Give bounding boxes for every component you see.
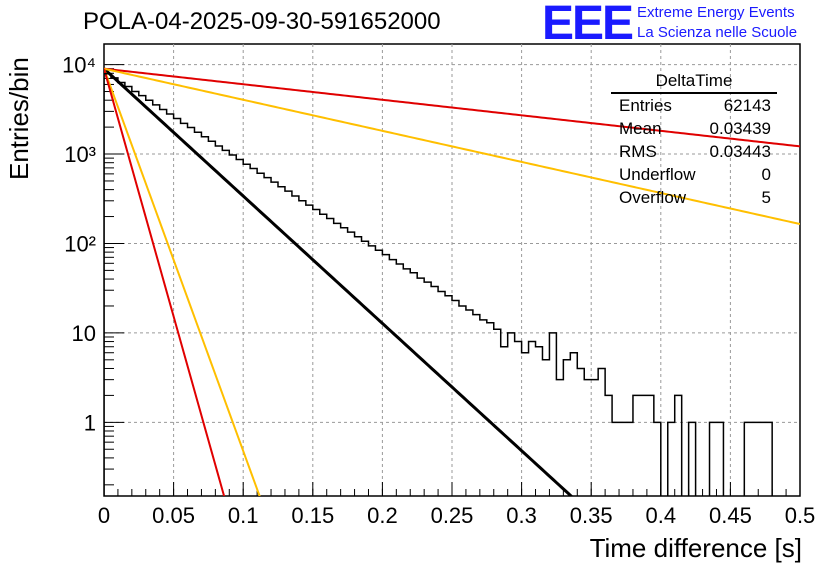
- stats-box: DeltaTime Entries 62143 Mean 0.03439 RMS 0.…: [611, 70, 777, 209]
- chart-title: POLA-04-2025-09-30-591652000: [83, 8, 441, 35]
- x-tick-label: 0.4: [646, 503, 677, 528]
- stats-label: Mean: [619, 119, 662, 138]
- stats-value: 5: [761, 188, 771, 207]
- y-tick-label: 10³: [64, 142, 96, 167]
- x-tick-label: 0.05: [152, 503, 195, 528]
- curve-fit: [104, 67, 574, 496]
- stats-row-entries: Entries 62143: [611, 94, 777, 117]
- stats-value: 0.03443: [709, 142, 771, 161]
- y-ticks: 1 10 10² 10³ 10⁴: [62, 53, 124, 486]
- histogram-layer: [104, 73, 773, 496]
- stats-row-underflow: Underflow 0: [611, 163, 777, 186]
- x-tick-label: 0.25: [431, 503, 474, 528]
- curve-red-fast: [104, 68, 226, 496]
- x-tick-label: 0.35: [570, 503, 613, 528]
- stats-label: Overflow: [619, 188, 687, 207]
- x-axis-title: Time difference [s]: [589, 533, 802, 563]
- y-tick-label: 10⁴: [62, 53, 96, 78]
- eee-logo: EEE: [542, 0, 634, 50]
- logo-subtitle-2: La Scienza nelle Scuole: [637, 24, 798, 41]
- x-tick-label: 0.45: [709, 503, 752, 528]
- stats-row-rms: RMS 0.03443: [611, 140, 777, 163]
- x-tick-label: 0.3: [506, 503, 537, 528]
- stats-value: 0: [761, 165, 771, 184]
- logo-subtitle-1: Extreme Energy Events: [637, 4, 795, 21]
- x-ticks: 0 0.05 0.1 0.15 0.2 0.25 0.3 0.35 0.4 0.45 0.5: [98, 482, 815, 528]
- y-tick-label: 10: [72, 321, 96, 346]
- x-tick-label: 0.15: [291, 503, 334, 528]
- stats-value: 62143: [723, 96, 771, 115]
- x-tick-label: 0.2: [367, 503, 398, 528]
- y-tick-label: 10²: [64, 231, 96, 256]
- x-tick-label: 0.1: [228, 503, 259, 528]
- stats-label: Entries: [619, 96, 672, 115]
- stats-value: 0.03439: [709, 119, 771, 138]
- stats-label: RMS: [619, 142, 657, 161]
- stats-label: Underflow: [619, 165, 696, 184]
- curve-orange-fast: [104, 68, 261, 496]
- stats-title: DeltaTime: [611, 70, 777, 94]
- plot-area: [104, 67, 800, 496]
- stats-row-mean: Mean 0.03439: [611, 117, 777, 140]
- x-tick-label: 0.5: [785, 503, 816, 528]
- grid-lines: [104, 44, 800, 496]
- x-tick-label: 0: [98, 503, 110, 528]
- histogram-outline: [104, 73, 773, 496]
- y-tick-label: 1: [84, 410, 96, 435]
- stats-row-overflow: Overflow 5: [611, 186, 777, 209]
- curve-orange-slow: [104, 67, 800, 226]
- curve-red-slow: [104, 67, 800, 148]
- curves-layer: [104, 67, 800, 496]
- y-axis-title: Entries/bin: [4, 57, 34, 180]
